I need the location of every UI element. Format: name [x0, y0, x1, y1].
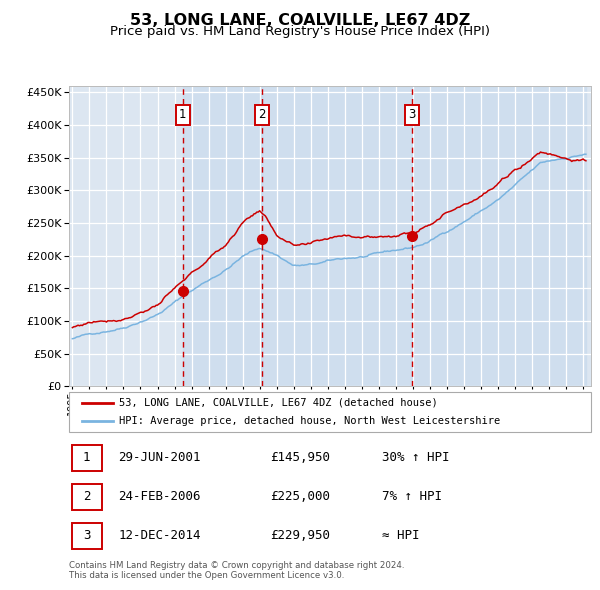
Text: 2: 2 [83, 490, 91, 503]
Text: 53, LONG LANE, COALVILLE, LE67 4DZ: 53, LONG LANE, COALVILLE, LE67 4DZ [130, 13, 470, 28]
Text: This data is licensed under the Open Government Licence v3.0.: This data is licensed under the Open Gov… [69, 571, 344, 579]
Text: 12-DEC-2014: 12-DEC-2014 [119, 529, 201, 542]
FancyBboxPatch shape [71, 523, 102, 549]
Text: Price paid vs. HM Land Registry's House Price Index (HPI): Price paid vs. HM Land Registry's House … [110, 25, 490, 38]
Text: 3: 3 [83, 529, 91, 542]
Text: ≈ HPI: ≈ HPI [382, 529, 420, 542]
Text: 1: 1 [83, 451, 91, 464]
Text: 24-FEB-2006: 24-FEB-2006 [119, 490, 201, 503]
Bar [183, 86, 262, 386]
Text: £145,950: £145,950 [270, 451, 330, 464]
Text: 29-JUN-2001: 29-JUN-2001 [119, 451, 201, 464]
Text: 30% ↑ HPI: 30% ↑ HPI [382, 451, 450, 464]
FancyBboxPatch shape [71, 484, 102, 510]
Text: £229,950: £229,950 [270, 529, 330, 542]
Bar [262, 86, 412, 386]
Text: 1: 1 [179, 109, 187, 122]
Bar [412, 86, 586, 386]
FancyBboxPatch shape [69, 392, 591, 432]
Text: £225,000: £225,000 [270, 490, 330, 503]
Text: 3: 3 [409, 109, 416, 122]
Text: 7% ↑ HPI: 7% ↑ HPI [382, 490, 442, 503]
FancyBboxPatch shape [71, 445, 102, 471]
Text: 2: 2 [258, 109, 266, 122]
Text: HPI: Average price, detached house, North West Leicestershire: HPI: Average price, detached house, Nort… [119, 417, 500, 427]
Text: Contains HM Land Registry data © Crown copyright and database right 2024.: Contains HM Land Registry data © Crown c… [69, 560, 404, 569]
Text: 53, LONG LANE, COALVILLE, LE67 4DZ (detached house): 53, LONG LANE, COALVILLE, LE67 4DZ (deta… [119, 398, 437, 408]
